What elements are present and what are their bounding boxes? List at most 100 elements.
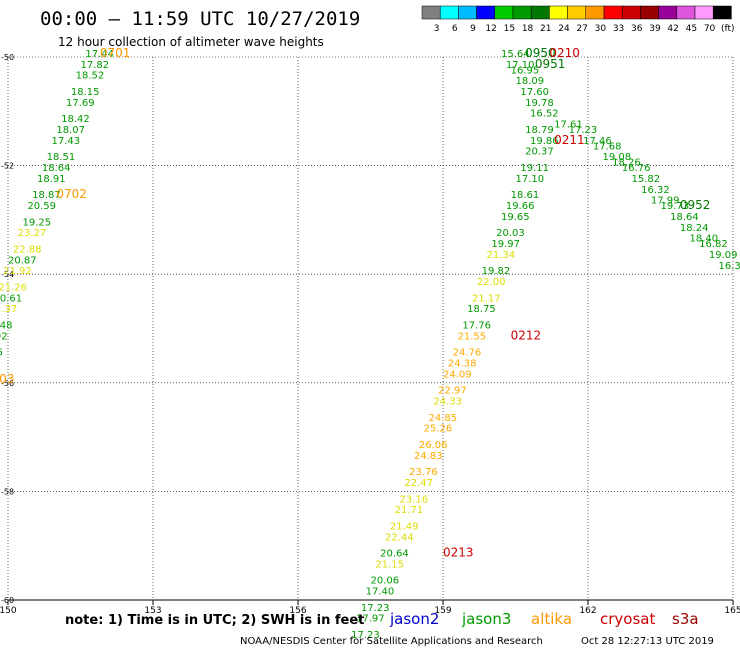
- legend-entry-altika: altika: [531, 610, 572, 628]
- swh-value-label: 19.92: [0, 331, 8, 342]
- colorbar-label: 30: [595, 24, 607, 34]
- swh-value-label: 17.82: [81, 60, 110, 71]
- swh-value-label: 20.37: [525, 147, 554, 158]
- swh-value-label: 21.17: [472, 293, 501, 304]
- swh-value-label: 18.79: [525, 125, 554, 136]
- colorbar-label: 21: [540, 24, 551, 34]
- swh-value-label: 20.48: [0, 321, 12, 332]
- footer-timestamp: Oct 28 12:27:13 UTC 2019: [581, 636, 714, 647]
- swh-value-label: 21.26: [0, 282, 27, 293]
- time-label: 0213: [443, 546, 474, 560]
- colorbar-label: 6: [452, 24, 458, 34]
- swh-value-label: 22.44: [385, 532, 414, 543]
- swh-value-label: 21.37: [0, 304, 17, 315]
- swh-value-label: 18.75: [467, 304, 496, 315]
- swh-value-label: 22.88: [13, 244, 42, 255]
- time-labels: 0701070207030950021009510211095202120213: [0, 46, 710, 560]
- swh-value-label: 20.06: [371, 576, 400, 587]
- colorbar-label: 45: [686, 24, 697, 34]
- colorbar-label: 36: [631, 24, 643, 34]
- y-tick-label: -60: [1, 596, 14, 605]
- footer-source: NOAA/NESDIS Center for Satellite Applica…: [240, 636, 543, 647]
- swh-value-label: 24.33: [433, 397, 462, 408]
- swh-value-label: 24.38: [448, 359, 477, 370]
- swh-value-label: 20.64: [380, 549, 409, 560]
- colorbar-swatch: [440, 6, 458, 19]
- swh-value-label: 17.23: [361, 603, 390, 614]
- colorbar-label: 39: [649, 24, 661, 34]
- colorbar-swatch: [640, 6, 658, 19]
- swh-value-label: 22.47: [404, 478, 433, 489]
- x-tick-label: 150: [0, 606, 17, 616]
- time-label: 0212: [511, 328, 542, 342]
- swh-value-label: 16.32: [641, 185, 670, 196]
- swh-value-label: 17.68: [593, 141, 622, 152]
- legend-entry-cryosat: cryosat: [600, 610, 655, 628]
- swh-value-label: 21.92: [3, 266, 32, 277]
- swh-value-label: 18.15: [71, 87, 100, 98]
- colorbar-swatch: [531, 6, 549, 19]
- swh-value-label: 18.07: [56, 125, 85, 136]
- colorbar-swatch: [422, 6, 440, 19]
- swh-value-label: 18.51: [47, 152, 76, 163]
- colorbar-swatch: [695, 6, 713, 19]
- swh-value-label: 19.97: [491, 239, 520, 250]
- swh-value-label: 19.66: [506, 201, 535, 212]
- swh-value-label: 17.76: [462, 321, 491, 332]
- swh-value-label: 18.52: [76, 71, 105, 82]
- swh-value-label: 21.49: [390, 521, 419, 532]
- y-tick-label: -52: [1, 162, 14, 171]
- legend-entry-jason2: jason2: [389, 610, 439, 628]
- y-tick-label: -50: [1, 53, 14, 62]
- colorbar-label: 70: [704, 24, 716, 34]
- colorbar-label: 3: [434, 24, 440, 34]
- colorbar-label: 12: [485, 24, 496, 34]
- swh-value-label: 20.03: [496, 228, 525, 239]
- swh-value-label: 19.82: [482, 266, 511, 277]
- swh-value-label: 15.82: [632, 174, 661, 185]
- satellite-legend: jason2 jason3 altika cryosat s3a: [389, 610, 699, 628]
- colorbar-swatch: [513, 6, 531, 19]
- swh-value-label: 23.16: [400, 494, 429, 505]
- time-label: 0211: [554, 133, 585, 147]
- swh-value-label: 20.61: [0, 293, 22, 304]
- colorbar-swatch: [549, 6, 567, 19]
- data-marks: 17.4417.8218.5218.1517.6918.4218.0717.43…: [0, 49, 740, 641]
- legend-entry-s3a: s3a: [672, 610, 699, 628]
- swh-value-label: 20.59: [27, 201, 56, 212]
- swh-value-label: 26.06: [419, 440, 448, 451]
- swh-value-label: 21.55: [458, 331, 487, 342]
- swh-value-label: 24.09: [443, 369, 472, 380]
- swh-value-label: 18.64: [670, 212, 699, 223]
- colorbar-swatch: [622, 6, 640, 19]
- swh-value-label: 16.3: [719, 261, 740, 272]
- colorbar-swatch: [477, 6, 495, 19]
- chart-note: note: 1) Time is in UTC; 2) SWH is in fe…: [65, 613, 364, 628]
- swh-value-label: 24.76: [453, 348, 482, 359]
- swh-value-label: 22.00: [477, 277, 506, 288]
- y-tick-label: -58: [1, 487, 14, 496]
- time-label: 0703: [0, 372, 14, 386]
- swh-value-label: 17.60: [520, 87, 549, 98]
- swh-value-label: 19.25: [23, 217, 52, 228]
- colorbar-swatch: [586, 6, 604, 19]
- colorbar-swatch: [713, 6, 731, 19]
- time-label: 0951: [535, 57, 566, 71]
- colorbar-label: (ft): [721, 24, 735, 34]
- colorbar-label: 15: [504, 24, 515, 34]
- swh-value-label: 16.52: [530, 109, 559, 120]
- colorbar-label: 18: [522, 24, 534, 34]
- swh-value-label: 23.27: [18, 228, 47, 239]
- swh-value-label: 21.15: [375, 559, 404, 570]
- swh-value-label: 21.71: [395, 505, 424, 516]
- swh-value-label: 18.64: [42, 163, 71, 174]
- swh-value-label: 16.76: [622, 163, 651, 174]
- legend-entry-jason3: jason3: [461, 610, 511, 628]
- swh-value-label: 17.10: [516, 174, 545, 185]
- swh-value-label: 17.40: [366, 587, 395, 598]
- swh-value-label: 17.43: [52, 136, 81, 147]
